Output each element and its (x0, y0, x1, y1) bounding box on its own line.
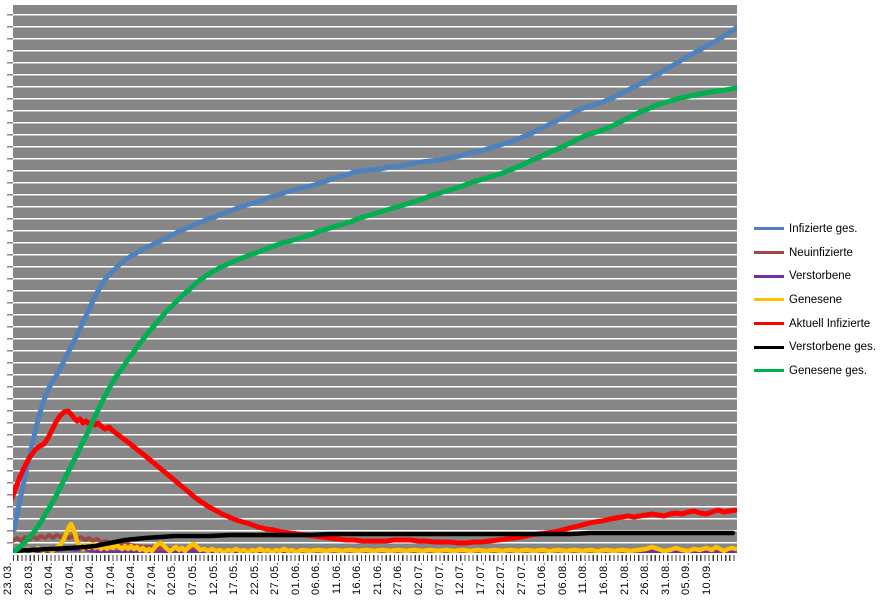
x-axis-label: 28.03. (22, 562, 35, 595)
legend-swatch-genesene-ges (754, 369, 784, 373)
x-axis-label: 26.08. (639, 562, 652, 595)
x-axis-label: 06.08. (556, 562, 569, 595)
x-axis-label: 21.06. (371, 562, 384, 595)
x-axis-label: 02.04. (43, 562, 56, 595)
legend-item-verstorbene[interactable]: Verstorbene (754, 264, 876, 288)
series-line-genesene-ges[interactable] (13, 85, 737, 553)
x-axis-label: 31.08. (659, 562, 672, 595)
legend-label: Aktuell Infizierte (789, 317, 871, 330)
legend-item-neuinfizierte[interactable]: Neuinfizierte (754, 241, 876, 265)
x-axis-label: 27.07. (515, 562, 528, 595)
x-axis-label: 21.08. (618, 562, 631, 595)
legend-label: Verstorbene ges. (789, 341, 876, 354)
x-axis-label: 02.05. (166, 562, 179, 595)
legend-label: Infizierte ges. (789, 222, 858, 235)
x-axis-label: 07.07. (433, 562, 446, 595)
x-axis-label: 27.05. (269, 562, 282, 595)
x-axis-daily-ticks (13, 555, 737, 561)
legend-swatch-verstorbene (754, 274, 784, 278)
series-line-infizierte-ges[interactable] (13, 25, 737, 533)
x-axis-label: 22.04. (125, 562, 138, 595)
y-axis-ticks (7, 5, 13, 553)
legend-swatch-aktuell-infizierte (754, 322, 784, 326)
legend-swatch-verstorbene-ges (754, 345, 784, 349)
chart-series-svg[interactable] (13, 5, 737, 553)
legend-label: Genesene ges. (789, 364, 868, 377)
x-axis-label: 27.04. (145, 562, 158, 595)
x-axis-label: 27.06. (392, 562, 405, 595)
x-axis-label: 05.09. (680, 562, 693, 595)
legend-label: Verstorbene (789, 270, 852, 283)
legend-item-verstorbene-ges[interactable]: Verstorbene ges. (754, 335, 876, 359)
series-line-genesene[interactable] (13, 521, 737, 553)
x-axis-label: 12.04. (84, 562, 97, 595)
x-axis-label: 23.03. (2, 562, 14, 595)
series-line-verstorbene-ges[interactable] (13, 530, 736, 553)
legend-label: Neuinfizierte (789, 246, 853, 259)
x-axis-label: 17.04. (104, 562, 117, 595)
legend-swatch-genesene (754, 298, 784, 302)
x-axis-label: 16.06. (351, 562, 364, 595)
legend-item-infizierte-ges[interactable]: Infizierte ges. (754, 217, 876, 241)
x-axis-label: 11.06. (330, 562, 343, 595)
legend-swatch-infizierte-ges (754, 227, 784, 231)
legend[interactable]: Infizierte ges. Neuinfizierte Verstorbene G… (754, 217, 876, 383)
legend-item-genesene-ges[interactable]: Genesene ges. (754, 359, 876, 383)
legend-item-genesene[interactable]: Genesene (754, 288, 876, 312)
x-axis-label: 01.06. (289, 562, 302, 595)
x-axis-label: 12.07. (454, 562, 467, 595)
x-axis-label: 16.08. (597, 562, 610, 595)
x-axis-label: 22.07. (495, 562, 508, 595)
legend-label: Genesene (789, 293, 843, 306)
x-axis-label: 17.05. (228, 562, 241, 595)
x-axis-label: 06.06. (310, 562, 323, 595)
x-axis-label: 02.07. (413, 562, 425, 595)
x-axis-label: 11.08. (577, 562, 590, 595)
x-axis-label: 01.06. (536, 562, 549, 595)
series-line-aktuell-infizierte[interactable] (13, 408, 737, 546)
legend-item-aktuell-infizierte[interactable]: Aktuell Infizierte (754, 312, 876, 336)
x-axis-label: 17.07. (474, 562, 487, 595)
x-axis-label: 07.04. (63, 562, 76, 595)
x-axis-label: 10.09. (700, 562, 713, 595)
legend-swatch-neuinfizierte (754, 251, 784, 255)
x-axis-label: 12.05. (207, 562, 220, 595)
x-axis-label: 07.05. (186, 562, 199, 595)
x-axis-label: 22.05. (248, 562, 261, 595)
